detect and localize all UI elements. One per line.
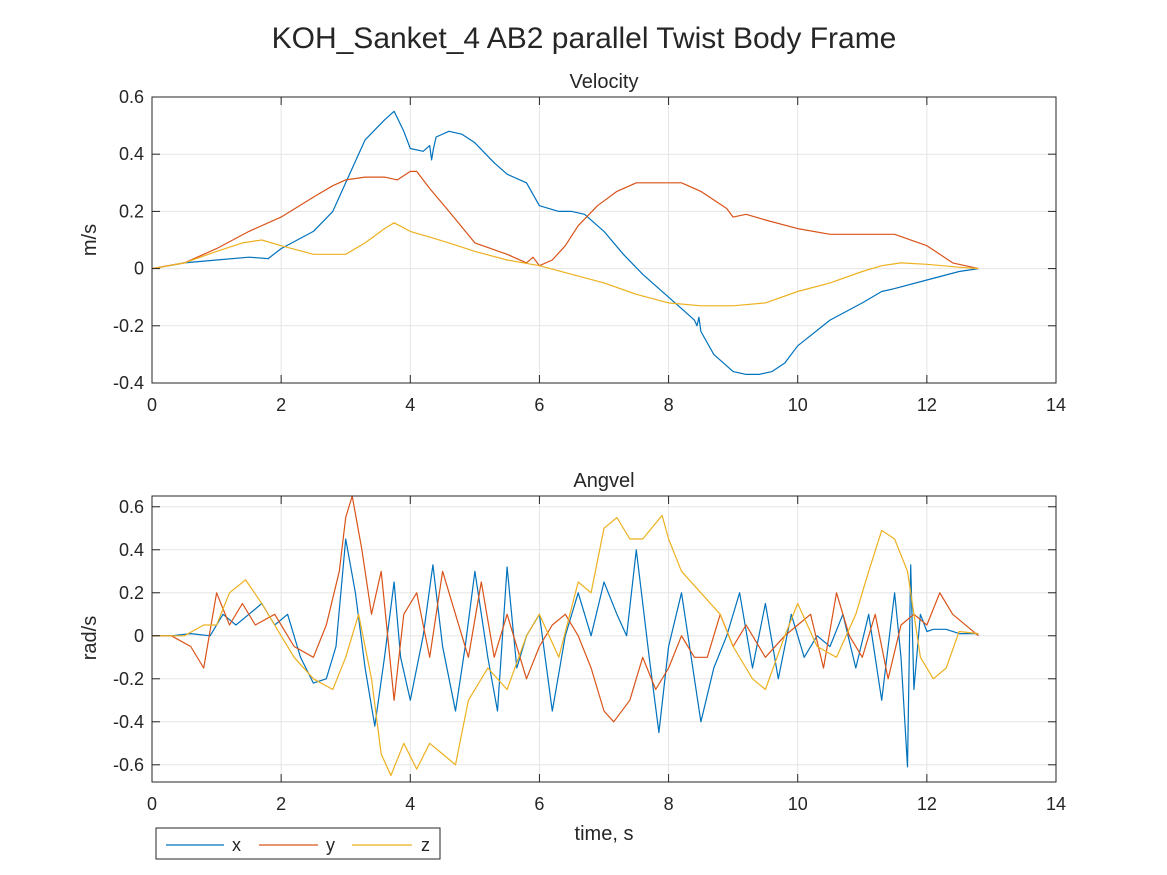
velocity-xtick-label: 2 [276, 395, 286, 415]
legend-box [155, 827, 441, 860]
angvel-series-z [152, 514, 979, 777]
velocity-axes: Velocity m/s 0 2 4 6 8 10 12 14 -0.4 -0.2 0 0.2 0.4 0… [79, 71, 1066, 415]
angvel-ytick-label: -0.6 [113, 755, 144, 775]
angvel-ytick-label: -0.2 [113, 669, 144, 689]
velocity-axes-box [151, 96, 1057, 384]
angvel-xtick-label: 4 [405, 794, 415, 814]
velocity-ytick-label: -0.4 [113, 373, 144, 393]
angvel-series-x [152, 538, 979, 768]
angvel-xtick-label: 10 [788, 794, 808, 814]
velocity-ytick-label: -0.2 [113, 316, 144, 336]
angvel-title: Angvel [573, 470, 634, 492]
velocity-xtick-label: 14 [1046, 395, 1066, 415]
angvel-plot-area [152, 496, 1056, 782]
angvel-xtick-label: 8 [664, 794, 674, 814]
angvel-ytick-label: 0.2 [119, 583, 144, 603]
legend-label-x: x [232, 835, 241, 855]
velocity-ytick-label: 0 [134, 259, 144, 279]
angvel-xlabel: time, s [575, 823, 634, 845]
angvel-ytick-label: -0.4 [113, 712, 144, 732]
figure-title: KOH_Sanket_4 AB2 parallel Twist Body Fra… [272, 22, 897, 55]
angvel-xtick-label: 14 [1046, 794, 1066, 814]
angvel-ytick-label: 0.4 [119, 540, 144, 560]
angvel-axes-box [151, 495, 1057, 783]
angvel-ytick-label: 0.6 [119, 497, 144, 517]
velocity-ytick-label: 0.4 [119, 144, 144, 164]
velocity-xtick-label: 0 [147, 395, 157, 415]
velocity-ytick-label: 0.6 [119, 87, 144, 107]
angvel-series-y [152, 495, 979, 723]
velocity-ylabel: m/s [79, 224, 101, 256]
velocity-xtick-label: 4 [405, 395, 415, 415]
angvel-xtick-label: 0 [147, 794, 157, 814]
velocity-xtick-label: 6 [534, 395, 544, 415]
angvel-ytick-label: 0 [134, 626, 144, 646]
angvel-ylabel: rad/s [79, 616, 101, 660]
velocity-series-y [151, 170, 979, 270]
velocity-plot-area [152, 97, 1056, 383]
angvel-xtick-label: 12 [917, 794, 937, 814]
legend-label-z: z [421, 835, 430, 855]
angvel-xtick-label: 6 [534, 794, 544, 814]
angvel-xtick-label: 2 [276, 794, 286, 814]
velocity-xtick-label: 10 [788, 395, 808, 415]
velocity-xtick-label: 12 [917, 395, 937, 415]
angvel-axes: Angvel rad/s time, s 0 2 4 6 8 10 12 14 -0.6 -0.4… [79, 470, 1066, 845]
velocity-series-x [151, 110, 979, 375]
legend-label-y: y [326, 835, 335, 855]
legend: x y z [155, 827, 441, 860]
velocity-xtick-label: 8 [664, 395, 674, 415]
velocity-title: Velocity [570, 71, 639, 93]
velocity-ytick-label: 0.2 [119, 201, 144, 221]
velocity-series-z [151, 222, 979, 307]
